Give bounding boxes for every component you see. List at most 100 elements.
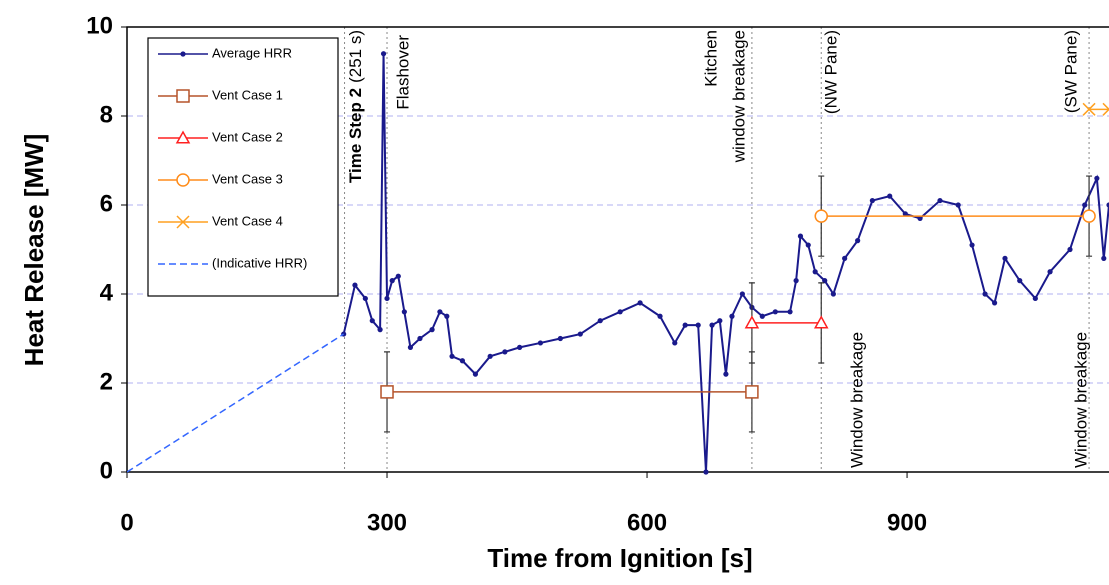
- point: [709, 322, 715, 328]
- point: [429, 327, 435, 333]
- point: [577, 331, 583, 337]
- point: [1002, 255, 1008, 261]
- annotation: Window breakage: [1071, 332, 1090, 468]
- point: [1082, 102, 1096, 116]
- y-tick-label: 0: [100, 457, 113, 484]
- annotation-bold: Time Step 2: [346, 88, 365, 183]
- point: [537, 340, 544, 346]
- point: [814, 209, 828, 223]
- point: [1101, 255, 1107, 261]
- annotation: (SW Pane): [1061, 30, 1080, 113]
- point: [797, 233, 804, 239]
- annotation: Window breakage: [847, 332, 866, 468]
- point: [991, 300, 998, 306]
- point: [1017, 278, 1023, 284]
- point: [855, 238, 861, 244]
- point: [417, 335, 423, 342]
- annotation: window breakage: [729, 30, 748, 163]
- point: [772, 309, 778, 315]
- point: [362, 295, 368, 302]
- point: [1082, 202, 1088, 208]
- point: [637, 300, 643, 306]
- x-tick-label: 900: [887, 509, 927, 536]
- annotation: Flashover: [393, 35, 412, 110]
- point: [1102, 102, 1109, 116]
- legend-box: [147, 37, 339, 297]
- plot-frame: [126, 26, 1109, 473]
- point: [502, 349, 508, 355]
- point: [830, 291, 836, 297]
- y-tick-label: 8: [100, 101, 113, 128]
- x-tick-label: 600: [627, 509, 667, 536]
- point: [389, 278, 395, 284]
- series-line: [127, 333, 345, 473]
- point: [380, 51, 387, 57]
- point: [672, 340, 678, 346]
- point: [813, 315, 829, 329]
- point: [407, 344, 414, 350]
- point: [472, 371, 479, 377]
- point: [352, 282, 358, 288]
- y-axis-title: Heat Release [MW]: [19, 134, 49, 367]
- point: [703, 469, 709, 475]
- point: [869, 197, 875, 204]
- point: [682, 322, 688, 328]
- annotation: Time Step 2 (251 s): [346, 30, 365, 183]
- legend-label: (Indicative HRR): [212, 255, 307, 270]
- point: [917, 215, 923, 221]
- point: [449, 353, 455, 359]
- point: [377, 327, 383, 333]
- point: [955, 202, 961, 208]
- point: [759, 313, 765, 319]
- legend-label: Average HRR: [212, 45, 292, 60]
- point: [969, 242, 975, 248]
- point: [384, 295, 390, 302]
- point: [459, 358, 466, 364]
- plot-area: [127, 51, 1109, 475]
- point: [1047, 269, 1053, 275]
- point: [812, 269, 818, 275]
- point: [1067, 246, 1073, 253]
- legend-label: Vent Case 3: [212, 171, 283, 186]
- point: [657, 313, 663, 319]
- point: [937, 197, 943, 204]
- legend-marker: [176, 173, 190, 187]
- legend-marker: [176, 89, 190, 103]
- point: [380, 385, 394, 399]
- x-axis-title: Time from Ignition [s]: [487, 543, 752, 573]
- annotation-part: (251 s): [346, 30, 365, 83]
- point: [887, 193, 893, 199]
- x-tick-label: 0: [120, 509, 133, 536]
- point: [787, 309, 793, 315]
- point: [557, 335, 563, 342]
- point: [842, 255, 848, 261]
- point: [982, 291, 988, 297]
- legend-marker: [180, 51, 186, 57]
- point: [723, 371, 729, 377]
- point: [1032, 295, 1038, 302]
- point: [617, 309, 623, 315]
- point: [1094, 175, 1100, 181]
- point: [597, 318, 603, 324]
- point: [739, 291, 745, 297]
- point: [745, 385, 759, 399]
- point: [717, 318, 723, 324]
- annotation: (NW Pane): [821, 30, 840, 114]
- y-tick-label: 6: [100, 190, 113, 217]
- point: [793, 278, 799, 284]
- point: [805, 242, 811, 248]
- legend-label: Vent Case 2: [212, 129, 283, 144]
- point: [744, 315, 760, 329]
- point: [902, 211, 908, 217]
- x-tick-label: 300: [367, 509, 407, 536]
- point: [401, 309, 407, 315]
- legend-marker: [176, 215, 190, 229]
- legend-label: Vent Case 4: [212, 213, 283, 228]
- annotation: Kitchen: [701, 30, 720, 87]
- point: [695, 322, 701, 328]
- point: [369, 318, 375, 324]
- point: [729, 313, 735, 319]
- point: [444, 313, 450, 319]
- legend-marker: [175, 130, 191, 144]
